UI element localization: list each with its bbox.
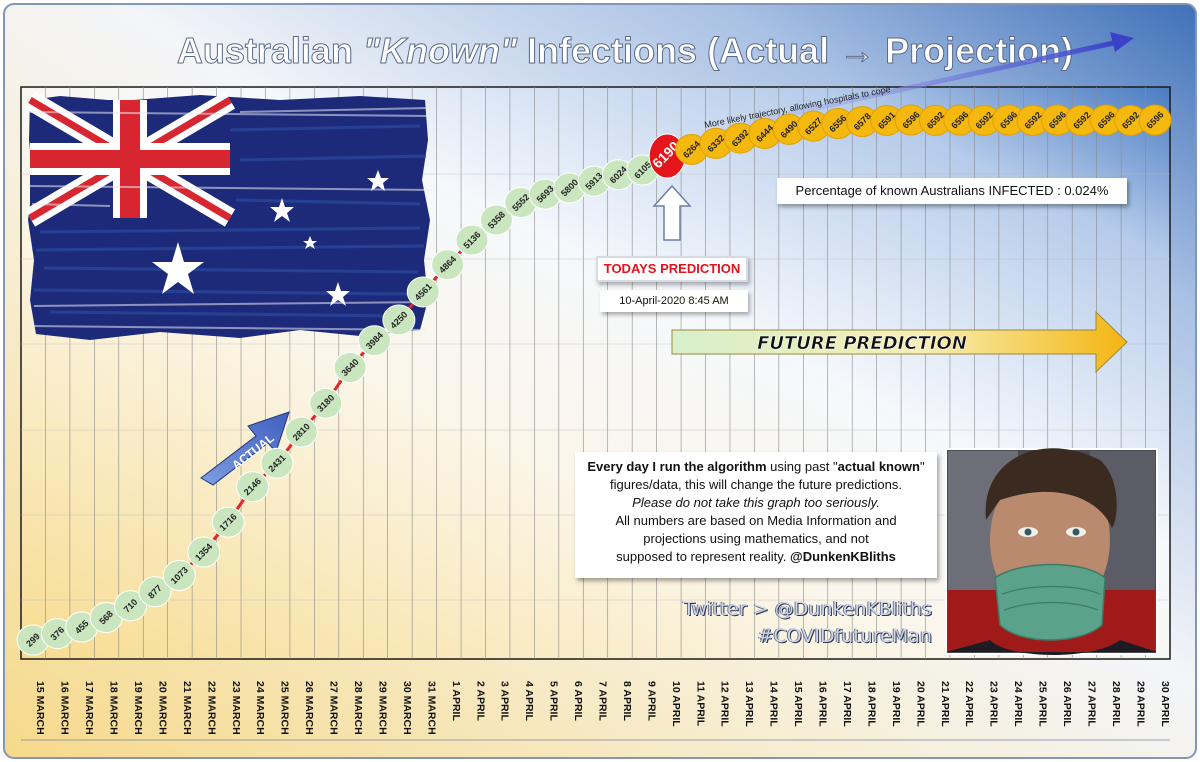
actual-point — [455, 224, 489, 256]
masked-man-photo — [945, 448, 1158, 655]
projection-point — [1138, 104, 1172, 136]
x-tick-label: 31 MARCH — [425, 681, 437, 735]
x-tick-label: 19 MARCH — [132, 681, 144, 735]
x-tick-label: 1 APRIL — [450, 681, 462, 721]
disclaimer-line-6: supposed to represent reality. @DunkenKB… — [616, 549, 896, 564]
x-tick-label: 20 APRIL — [914, 681, 926, 727]
actual-point — [138, 576, 172, 608]
x-tick-label: 17 MARCH — [83, 681, 95, 735]
actual-point — [260, 447, 294, 479]
x-tick-label: 22 APRIL — [963, 681, 975, 727]
x-tick-label: 15 APRIL — [792, 681, 804, 727]
actual-point — [309, 387, 343, 419]
x-tick-label: 14 APRIL — [768, 681, 780, 727]
data-points: 299 376 4555687108771073135417162146243128… — [16, 104, 1172, 656]
x-tick-label: 3 APRIL — [499, 681, 511, 721]
todays-prediction-label: TODAYS PREDICTION — [596, 256, 748, 282]
x-tick-label: 12 APRIL — [719, 681, 731, 727]
actual-point — [382, 304, 416, 336]
x-tick-label: 11 APRIL — [694, 681, 706, 727]
x-tick-label: 28 APRIL — [1110, 681, 1122, 727]
x-tick-label: 23 APRIL — [988, 681, 1000, 727]
x-tick-label: 30 MARCH — [401, 681, 413, 735]
disclaimer-line-2: figures/data, this will change the futur… — [610, 477, 902, 492]
x-tick-label: 26 MARCH — [303, 681, 315, 735]
chart-title: Australian "Known" Infections (Actual → … — [177, 30, 1073, 71]
actual-point — [333, 351, 367, 383]
australian-flag — [24, 91, 433, 340]
x-tick-label: 10 APRIL — [670, 681, 682, 727]
prediction-date: 10-April-2020 8:45 AM — [600, 290, 748, 312]
trajectory-arrow — [679, 32, 1134, 141]
twitter-handle[interactable]: Twitter > @DunkenKBliths — [683, 598, 932, 620]
x-tick-label: 24 MARCH — [254, 681, 266, 735]
x-tick-label: 30 APRIL — [1159, 681, 1171, 727]
actual-point — [114, 590, 148, 622]
x-tick-label: 4 APRIL — [523, 681, 535, 721]
x-tick-label: 29 MARCH — [376, 681, 388, 735]
x-tick-label: 19 APRIL — [890, 681, 902, 727]
x-tick-label: 16 MARCH — [59, 681, 71, 735]
x-tick-label: 26 APRIL — [1061, 681, 1073, 727]
actual-point — [187, 536, 221, 568]
x-tick-label: 20 MARCH — [156, 681, 168, 735]
x-tick-label: 13 APRIL — [743, 681, 755, 727]
x-tick-label: 18 MARCH — [108, 681, 120, 735]
x-tick-label: 27 MARCH — [328, 681, 340, 735]
actual-point — [284, 416, 318, 448]
x-tick-label: 23 MARCH — [230, 681, 242, 735]
disclaimer-line-4: All numbers are based on Media Informati… — [615, 513, 897, 528]
actual-point — [211, 506, 245, 538]
disclaimer-line-1: Every day I run the algorithm using past… — [587, 459, 925, 474]
disclaimer-line-3: Please do not take this graph too seriou… — [632, 495, 880, 510]
x-tick-label: 29 APRIL — [1134, 681, 1146, 727]
x-tick-label: 2 APRIL — [474, 681, 486, 721]
disclaimer-line-5: projections using mathematics, and not — [643, 531, 869, 546]
x-tick-label: 25 APRIL — [1037, 681, 1049, 727]
disclaimer-box: Every day I run the algorithm using past… — [575, 452, 937, 578]
x-tick-label: 28 MARCH — [352, 681, 364, 735]
x-tick-label: 18 APRIL — [865, 681, 877, 727]
today-up-arrow — [652, 184, 692, 241]
x-tick-label: 25 MARCH — [279, 681, 291, 735]
twitter-credit: Twitter > @DunkenKBliths #COVIDfutureMan — [600, 596, 932, 650]
x-tick-label: 24 APRIL — [1012, 681, 1024, 727]
future-prediction-arrow: FUTURE PREDICTION — [671, 310, 1128, 374]
x-tick-label: 22 MARCH — [205, 681, 217, 735]
x-tick-label: 17 APRIL — [841, 681, 853, 727]
x-tick-label: 8 APRIL — [621, 681, 633, 721]
x-tick-label: 7 APRIL — [597, 681, 609, 721]
future-prediction-label: FUTURE PREDICTION — [757, 333, 967, 354]
x-tick-label: 5 APRIL — [548, 681, 560, 721]
actual-point — [431, 249, 465, 281]
actual-point — [162, 559, 196, 591]
x-tick-label: 6 APRIL — [572, 681, 584, 721]
x-tick-label: 9 APRIL — [645, 681, 657, 721]
actual-point — [236, 471, 270, 503]
actual-point — [357, 325, 391, 357]
hashtag[interactable]: #COVIDfutureMan — [757, 625, 932, 647]
x-tick-label: 27 APRIL — [1085, 681, 1097, 727]
x-axis-labels: 15 MARCH 16 MARCH 17 MARCH 18 MARCH 19 MARCH… — [34, 681, 1171, 735]
x-tick-label: 15 MARCH — [34, 681, 46, 735]
x-tick-label: 16 APRIL — [817, 681, 829, 727]
percentage-infected-box: Percentage of known Australians INFECTED… — [777, 178, 1127, 204]
actual-point — [406, 276, 440, 308]
x-tick-label: 21 APRIL — [939, 681, 951, 727]
x-tick-label: 21 MARCH — [181, 681, 193, 735]
actual-point — [479, 204, 513, 236]
